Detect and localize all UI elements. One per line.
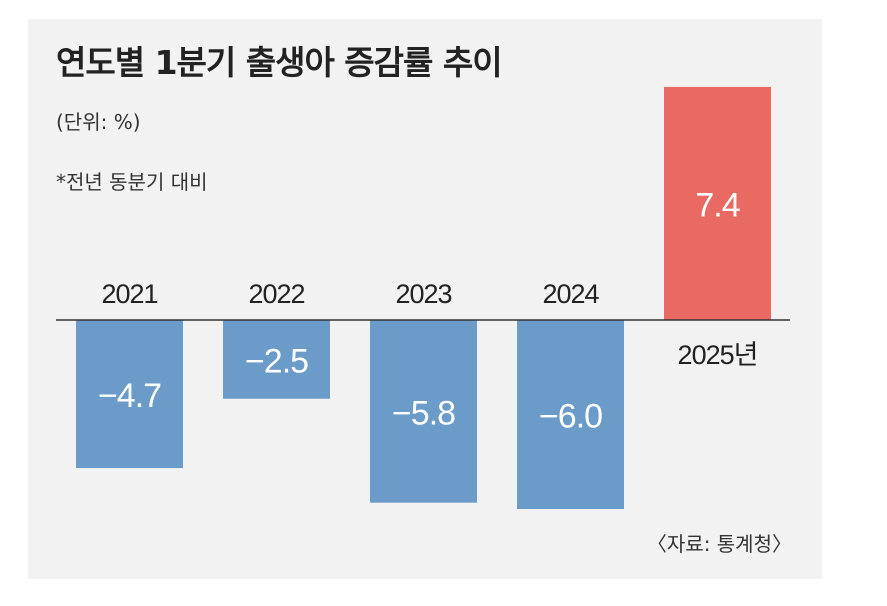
chart-title: 연도별 1분기 출생아 증감률 추이 [56,43,503,82]
category-label-4: 2025년 [678,340,758,370]
bar-4 [664,86,771,321]
value-label-0: −4.7 [98,377,161,415]
bar-2 [370,320,477,503]
category-label-1: 2022 [248,279,304,309]
bar-0 [76,320,183,469]
value-label-4: 7.4 [695,186,739,224]
category-label-2: 2023 [395,279,451,309]
category-label-3: 2024 [542,279,599,309]
footnote: *전년 동분기 대비 [56,170,208,194]
value-label-2: −5.8 [392,394,455,432]
unit-label: (단위: %) [56,110,141,134]
bar-1 [223,320,330,399]
category-label-0: 2021 [101,279,157,309]
value-label-1: −2.5 [245,342,308,380]
bar-3 [517,320,624,509]
source-label: 〈자료: 통계청〉 [646,532,792,556]
value-label-3: −6.0 [539,398,602,436]
